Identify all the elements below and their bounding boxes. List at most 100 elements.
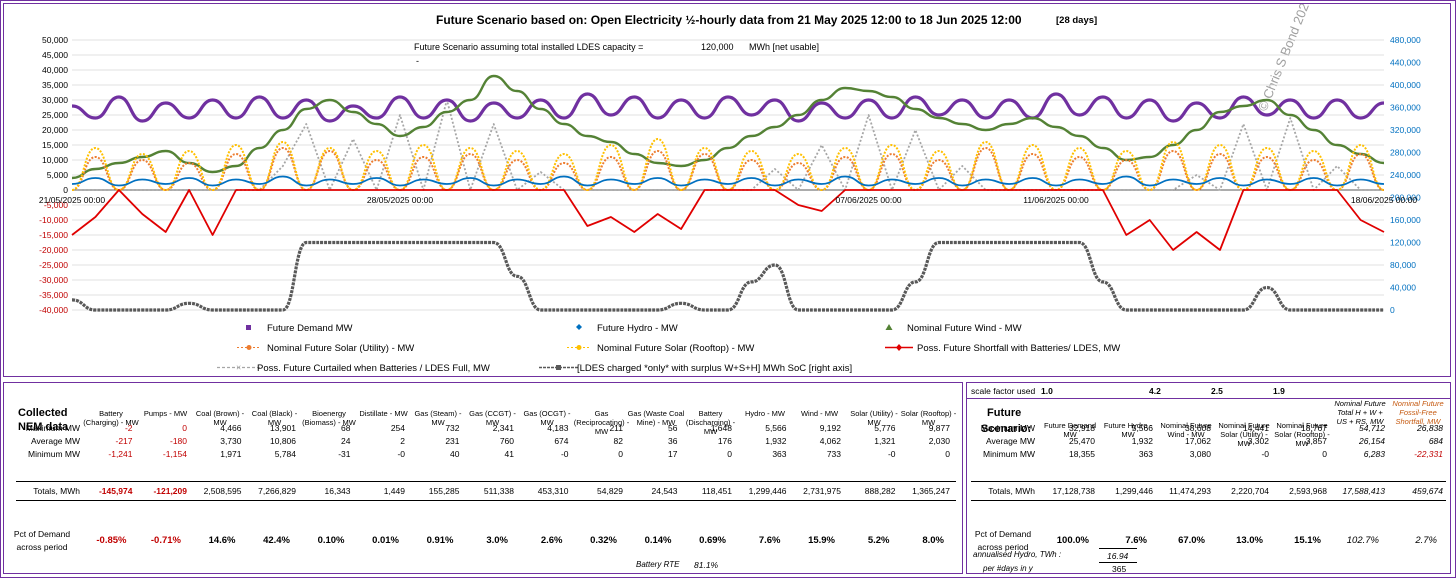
y-left-tick-label: -10,000 bbox=[39, 215, 68, 225]
nem-max-cell: 4,466 bbox=[220, 423, 242, 433]
nem-pct-cell: 3.0% bbox=[486, 535, 508, 546]
y-right-tick-label: 240,000 bbox=[1390, 170, 1421, 180]
nem-avg-cell: 1,321 bbox=[874, 436, 896, 446]
y-left-tick-label: -5,000 bbox=[44, 200, 68, 210]
nem-min-cell: -31 bbox=[338, 449, 351, 459]
y-right-tick-label: 120,000 bbox=[1390, 238, 1421, 248]
days-per-year-label: per #days in y bbox=[983, 564, 1033, 573]
y-left-tick-label: -20,000 bbox=[39, 245, 68, 255]
chart-annotation-dash: - bbox=[416, 56, 419, 66]
nem-avg-cell: 2 bbox=[400, 436, 405, 446]
nem-column-header: Solar (Rooftop) - MW bbox=[900, 409, 957, 427]
nem-max-cell: 4,183 bbox=[547, 423, 569, 433]
y-left-tick-label: 30,000 bbox=[42, 95, 68, 105]
future-scenario-chart: Future Scenario based on: Open Electrici… bbox=[39, 0, 1421, 374]
future-max-cell: 14,441 bbox=[1243, 423, 1269, 433]
legend-marker bbox=[576, 345, 582, 350]
nem-max-cell: 1,648 bbox=[710, 423, 732, 433]
nem-pct-cell: 0.10% bbox=[317, 535, 345, 546]
annualised-hydro-value: 16.94 bbox=[1107, 551, 1129, 561]
future-max-cell: 5,566 bbox=[1131, 423, 1153, 433]
nem-avg-cell: -180 bbox=[169, 436, 187, 446]
x-tick-label: 18/06/2025 00:00 bbox=[1351, 195, 1417, 205]
scale-factor-value: 1.9 bbox=[1273, 386, 1285, 396]
future-total-cell: 1,299,446 bbox=[1115, 486, 1153, 496]
y-left-tick-label: -35,000 bbox=[39, 290, 68, 300]
nem-min-cell: 0 bbox=[727, 449, 732, 459]
future-totals-label: Totals, MWh bbox=[988, 486, 1035, 496]
nem-min-cell: -0 bbox=[887, 449, 896, 459]
future-avg-cell: 25,470 bbox=[1069, 436, 1095, 446]
y-left-tick-label: 10,000 bbox=[42, 155, 68, 165]
future-totals-rule-bottom bbox=[971, 500, 1446, 501]
nem-total-cell: 1,299,446 bbox=[748, 486, 787, 496]
nem-min-cell: 41 bbox=[504, 449, 514, 459]
y-left-tick-label: -25,000 bbox=[39, 260, 68, 270]
y-right-tick-label: 280,000 bbox=[1390, 148, 1421, 158]
nem-column-header: Pumps - MW bbox=[143, 409, 188, 418]
nem-total-cell: 24,543 bbox=[651, 486, 678, 496]
nem-column-header: Gas (CCGT) - MW bbox=[469, 409, 516, 427]
nem-pct-cell: 8.0% bbox=[922, 535, 944, 546]
nem-max-cell: 254 bbox=[390, 423, 405, 433]
nem-column-header: Gas (OCGT) - MW bbox=[523, 409, 571, 427]
y-right-tick-label: 200,000 bbox=[1390, 193, 1421, 203]
nem-total-cell: 2,508,595 bbox=[203, 486, 242, 496]
days-per-year-value: 365 bbox=[1112, 564, 1127, 574]
nem-total-cell: 453,310 bbox=[537, 486, 569, 496]
future-pct-cell: 7.6% bbox=[1125, 535, 1147, 546]
nem-pct-cell: 0.69% bbox=[699, 535, 726, 546]
nem-pct-cell: -0.71% bbox=[150, 535, 181, 546]
scale-factor-value: 4.2 bbox=[1149, 386, 1161, 396]
nem-pct-label-1: Pct of Demand bbox=[13, 529, 71, 539]
legend-marker bbox=[885, 324, 893, 330]
series-line-6 bbox=[71, 189, 1385, 251]
legend-marker bbox=[896, 344, 902, 351]
nem-max-cell: 732 bbox=[445, 423, 460, 433]
annualised-value-box bbox=[1099, 548, 1137, 563]
scale-factor-label: scale factor used bbox=[971, 386, 1036, 396]
legend-label: Nominal Future Solar (Rooftop) - MW bbox=[597, 343, 754, 354]
future-min-cell: 0 bbox=[1322, 449, 1327, 459]
nem-pct-cell: 2.6% bbox=[540, 535, 563, 546]
future-min-cell: -0 bbox=[1261, 449, 1269, 459]
future-scenario-table: scale factor used 1.0 4.2 2.5 1.9 Future Scena… bbox=[966, 382, 1451, 574]
y-right-tick-label: 480,000 bbox=[1390, 35, 1421, 45]
nem-column-header: Solar (Utility) - MW bbox=[850, 409, 898, 427]
nem-row-label: Maximum MW bbox=[25, 423, 80, 433]
y-right-tick-label: 440,000 bbox=[1390, 58, 1421, 68]
chart-annotation-unit: MWh [net usable] bbox=[749, 42, 819, 52]
future-min-cell: 363 bbox=[1138, 449, 1153, 459]
nem-total-cell: 54,829 bbox=[597, 486, 623, 496]
nem-avg-cell: 176 bbox=[717, 436, 732, 446]
nem-max-cell: 5,776 bbox=[874, 423, 896, 433]
nem-min-cell: 0 bbox=[618, 449, 623, 459]
nem-pct-cell: -0.85% bbox=[96, 535, 127, 546]
nem-min-cell: -0 bbox=[560, 449, 569, 459]
series-line-5 bbox=[71, 138, 1385, 191]
y-left-tick-label: -30,000 bbox=[39, 275, 68, 285]
nem-pct-cell: 5.2% bbox=[867, 535, 890, 546]
nem-max-cell: 211 bbox=[609, 423, 623, 433]
legend-label: Future Demand MW bbox=[267, 323, 353, 334]
future-row-label: Maximum MW bbox=[980, 423, 1035, 433]
y-left-tick-label: 35,000 bbox=[42, 80, 68, 90]
y-left-tick-label: 50,000 bbox=[42, 35, 68, 45]
nem-max-cell: 56 bbox=[668, 423, 678, 433]
future-column-header: Nominal Future Solar (Utility) - MW bbox=[1218, 421, 1270, 448]
future-min-cell: -22,331 bbox=[1414, 449, 1443, 459]
future-total-cell: 11,474,293 bbox=[1169, 486, 1211, 496]
legend-label: Future Hydro - MW bbox=[597, 323, 678, 334]
y-left-tick-label: 25,000 bbox=[42, 110, 68, 120]
future-total-cell: 2,220,704 bbox=[1231, 486, 1269, 496]
series-line-8 bbox=[71, 240, 1384, 312]
future-avg-cell: 1,932 bbox=[1131, 436, 1153, 446]
x-tick-label: 07/06/2025 00:00 bbox=[835, 195, 901, 205]
legend-label: Nominal Future Solar (Utility) - MW bbox=[267, 343, 414, 354]
y-left-tick-label: 15,000 bbox=[42, 140, 68, 150]
future-total-cell: 17,588,413 bbox=[1342, 486, 1385, 496]
y-right-tick-label: 0 bbox=[1390, 305, 1395, 315]
nem-column-header: Gas (Steam) - MW bbox=[414, 409, 462, 427]
nem-max-cell: 5,566 bbox=[765, 423, 787, 433]
nem-column-header: Gas (Reciprocating) - MW bbox=[573, 409, 630, 436]
